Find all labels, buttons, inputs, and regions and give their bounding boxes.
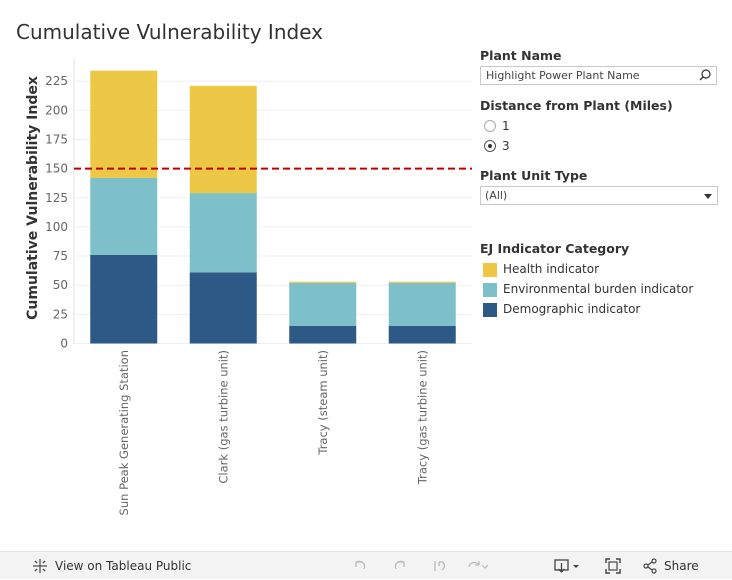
chart-title: Cumulative Vulnerability Index xyxy=(16,20,323,44)
legend-swatch-health xyxy=(483,263,497,277)
download-icon[interactable] xyxy=(554,558,582,574)
radio-1[interactable] xyxy=(484,120,496,132)
view-on-tableau-label: View on Tableau Public xyxy=(55,559,192,573)
x-category-label: Sun Peak Generating Station xyxy=(117,350,131,515)
bar-segment[interactable] xyxy=(189,272,257,344)
y-tick-label: 225 xyxy=(45,74,68,88)
y-tick-label: 100 xyxy=(45,220,68,234)
unit-type-select[interactable]: (All) xyxy=(480,186,718,205)
bar-segment[interactable] xyxy=(388,282,456,327)
legend-swatch-environmental xyxy=(483,283,497,297)
bar-segment[interactable] xyxy=(289,326,357,344)
y-tick-label: 25 xyxy=(53,307,68,321)
y-tick-label: 125 xyxy=(45,191,68,205)
fullscreen-icon[interactable] xyxy=(604,557,622,575)
bar-segment[interactable] xyxy=(189,85,257,194)
distance-label: Distance from Plant (Miles) xyxy=(480,98,673,113)
x-category-label: Clark (gas turbine unit) xyxy=(216,350,230,484)
plant-name-label: Plant Name xyxy=(480,48,562,63)
revert-icon[interactable] xyxy=(432,558,448,574)
refresh-icon[interactable] xyxy=(466,558,488,574)
bar-segment[interactable] xyxy=(388,281,456,283)
share-icon xyxy=(643,558,657,574)
y-tick-label: 75 xyxy=(53,249,68,263)
x-category-label: Tracy (gas turbine unit) xyxy=(415,350,429,485)
distance-option-1-label: 1 xyxy=(502,119,510,133)
unit-type-label: Plant Unit Type xyxy=(480,168,588,183)
bar-segment[interactable] xyxy=(289,281,357,283)
y-tick-label: 150 xyxy=(45,162,68,176)
bar-segment[interactable] xyxy=(90,254,158,344)
y-tick-label: 50 xyxy=(53,278,68,292)
share-button[interactable]: Share xyxy=(642,552,712,580)
undo-icon[interactable] xyxy=(352,558,368,574)
legend-swatch-demographic xyxy=(483,303,497,317)
x-category-label: Tracy (steam unit) xyxy=(316,350,330,456)
y-axis-label: Cumulative Vulnerability Index xyxy=(25,76,41,320)
radio-3[interactable] xyxy=(484,140,496,152)
bar-segment[interactable] xyxy=(388,326,456,344)
stacked-bar-chart: 0 25 50 75 100 125 150 175 200 225 Sun Peak Gener… xyxy=(25,58,472,515)
legend-title: EJ Indicator Category xyxy=(480,241,630,256)
chevron-down-icon[interactable] xyxy=(704,194,712,199)
legend-label-health: Health indicator xyxy=(503,262,600,276)
redo-icon[interactable] xyxy=(392,558,408,574)
bar-segment[interactable] xyxy=(90,70,158,178)
tableau-toolbar: View on Tableau Public Share xyxy=(0,551,732,579)
view-on-tableau-link[interactable]: View on Tableau Public xyxy=(32,552,192,580)
bar-segment[interactable] xyxy=(289,282,357,327)
plant-name-placeholder: Highlight Power Plant Name xyxy=(486,69,640,82)
legend-label-environmental: Environmental burden indicator xyxy=(503,282,694,296)
unit-type-value: (All) xyxy=(485,189,508,202)
distance-option-3-label: 3 xyxy=(502,139,510,153)
plant-name-search[interactable]: Highlight Power Plant Name xyxy=(480,66,717,85)
y-tick-label: 0 xyxy=(60,337,68,351)
share-label: Share xyxy=(664,559,699,573)
legend-label-demographic: Demographic indicator xyxy=(503,302,641,316)
bar-segment[interactable] xyxy=(90,177,158,255)
y-tick-label: 175 xyxy=(45,132,68,146)
bar-segment[interactable] xyxy=(189,193,257,273)
search-icon[interactable] xyxy=(698,68,712,82)
y-tick-label: 200 xyxy=(45,103,68,117)
tableau-logo-icon xyxy=(33,559,47,573)
